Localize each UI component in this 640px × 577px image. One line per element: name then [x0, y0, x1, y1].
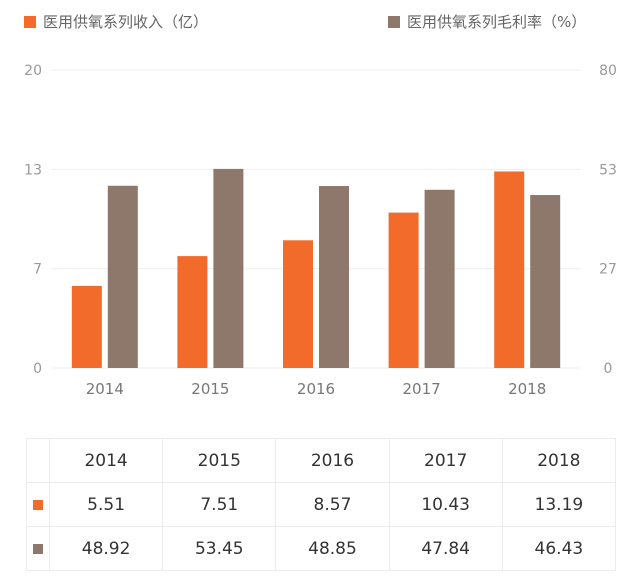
chart-legend: 医用供氧系列收入（亿） 医用供氧系列毛利率（%） — [0, 0, 640, 40]
y-left-tick-label: 13 — [24, 162, 42, 178]
bar-margin — [319, 186, 349, 368]
bar-margin — [530, 195, 561, 368]
table-row-margin: 48.92 53.45 48.85 47.84 46.43 — [26, 526, 617, 571]
table-cell: 46.43 — [501, 526, 617, 571]
table-cell: 48.85 — [275, 526, 390, 571]
table-cell: 5.51 — [48, 482, 164, 527]
table-cell: 7.51 — [162, 482, 277, 527]
legend-swatch-income — [24, 15, 36, 28]
table-header-cell: 2015 — [162, 438, 277, 483]
y-left-tick-label: 0 — [33, 361, 42, 377]
bar-income — [494, 171, 525, 368]
x-tick-label: 2016 — [297, 380, 335, 398]
table-legend-cell — [26, 482, 50, 527]
x-tick-label: 2014 — [86, 380, 124, 398]
x-tick-label: 2018 — [508, 380, 546, 398]
table-cell: 47.84 — [388, 526, 503, 571]
table-cell: 48.92 — [48, 526, 164, 571]
y-right-tick-label: 0 — [604, 361, 613, 377]
y-left-tick-label: 7 — [33, 262, 42, 278]
table-header-row: 2014 2015 2016 2017 2018 — [26, 438, 617, 483]
table-swatch-margin — [33, 543, 43, 554]
bar-income — [283, 240, 313, 368]
table-cell: 8.57 — [275, 482, 390, 527]
y-right-tick-label: 80 — [599, 63, 617, 79]
table-cell: 10.43 — [388, 482, 503, 527]
table-header-cell: 2017 — [388, 438, 503, 483]
y-right-tick-label: 53 — [599, 162, 617, 178]
y-right-tick-label: 27 — [599, 262, 617, 278]
x-tick-label: 2017 — [403, 380, 441, 398]
bar-income — [71, 285, 102, 368]
data-table: 2014 2015 2016 2017 2018 5.51 7.51 8.57 … — [26, 438, 617, 571]
table-cell: 13.19 — [501, 482, 617, 527]
legend-label-income: 医用供氧系列收入（亿） — [43, 13, 209, 31]
table-swatch-income — [33, 499, 43, 510]
table-corner-cell — [26, 438, 50, 483]
table-row-income: 5.51 7.51 8.57 10.43 13.19 — [26, 482, 617, 527]
bar-income — [388, 212, 419, 368]
y-left-tick-label: 20 — [24, 63, 42, 79]
bar-chart: 0 7 13 20 0 27 53 80 2014 2015 2016 2017 2018 — [24, 63, 617, 398]
table-header-cell: 2014 — [48, 438, 164, 483]
legend-label-margin: 医用供氧系列毛利率（%） — [407, 13, 587, 31]
legend-swatch-margin — [388, 15, 400, 28]
legend-item-income: 医用供氧系列收入（亿） — [24, 11, 208, 32]
x-tick-label: 2015 — [191, 380, 229, 398]
bar-income — [177, 256, 208, 368]
table-legend-cell — [26, 526, 50, 571]
table-cell: 53.45 — [162, 526, 277, 571]
bar-margin — [107, 185, 138, 368]
legend-item-margin: 医用供氧系列毛利率（%） — [388, 11, 586, 32]
table-header-cell: 2016 — [275, 438, 390, 483]
bar-margin — [213, 168, 244, 368]
bar-margin — [424, 189, 455, 368]
table-header-cell: 2018 — [501, 438, 617, 483]
